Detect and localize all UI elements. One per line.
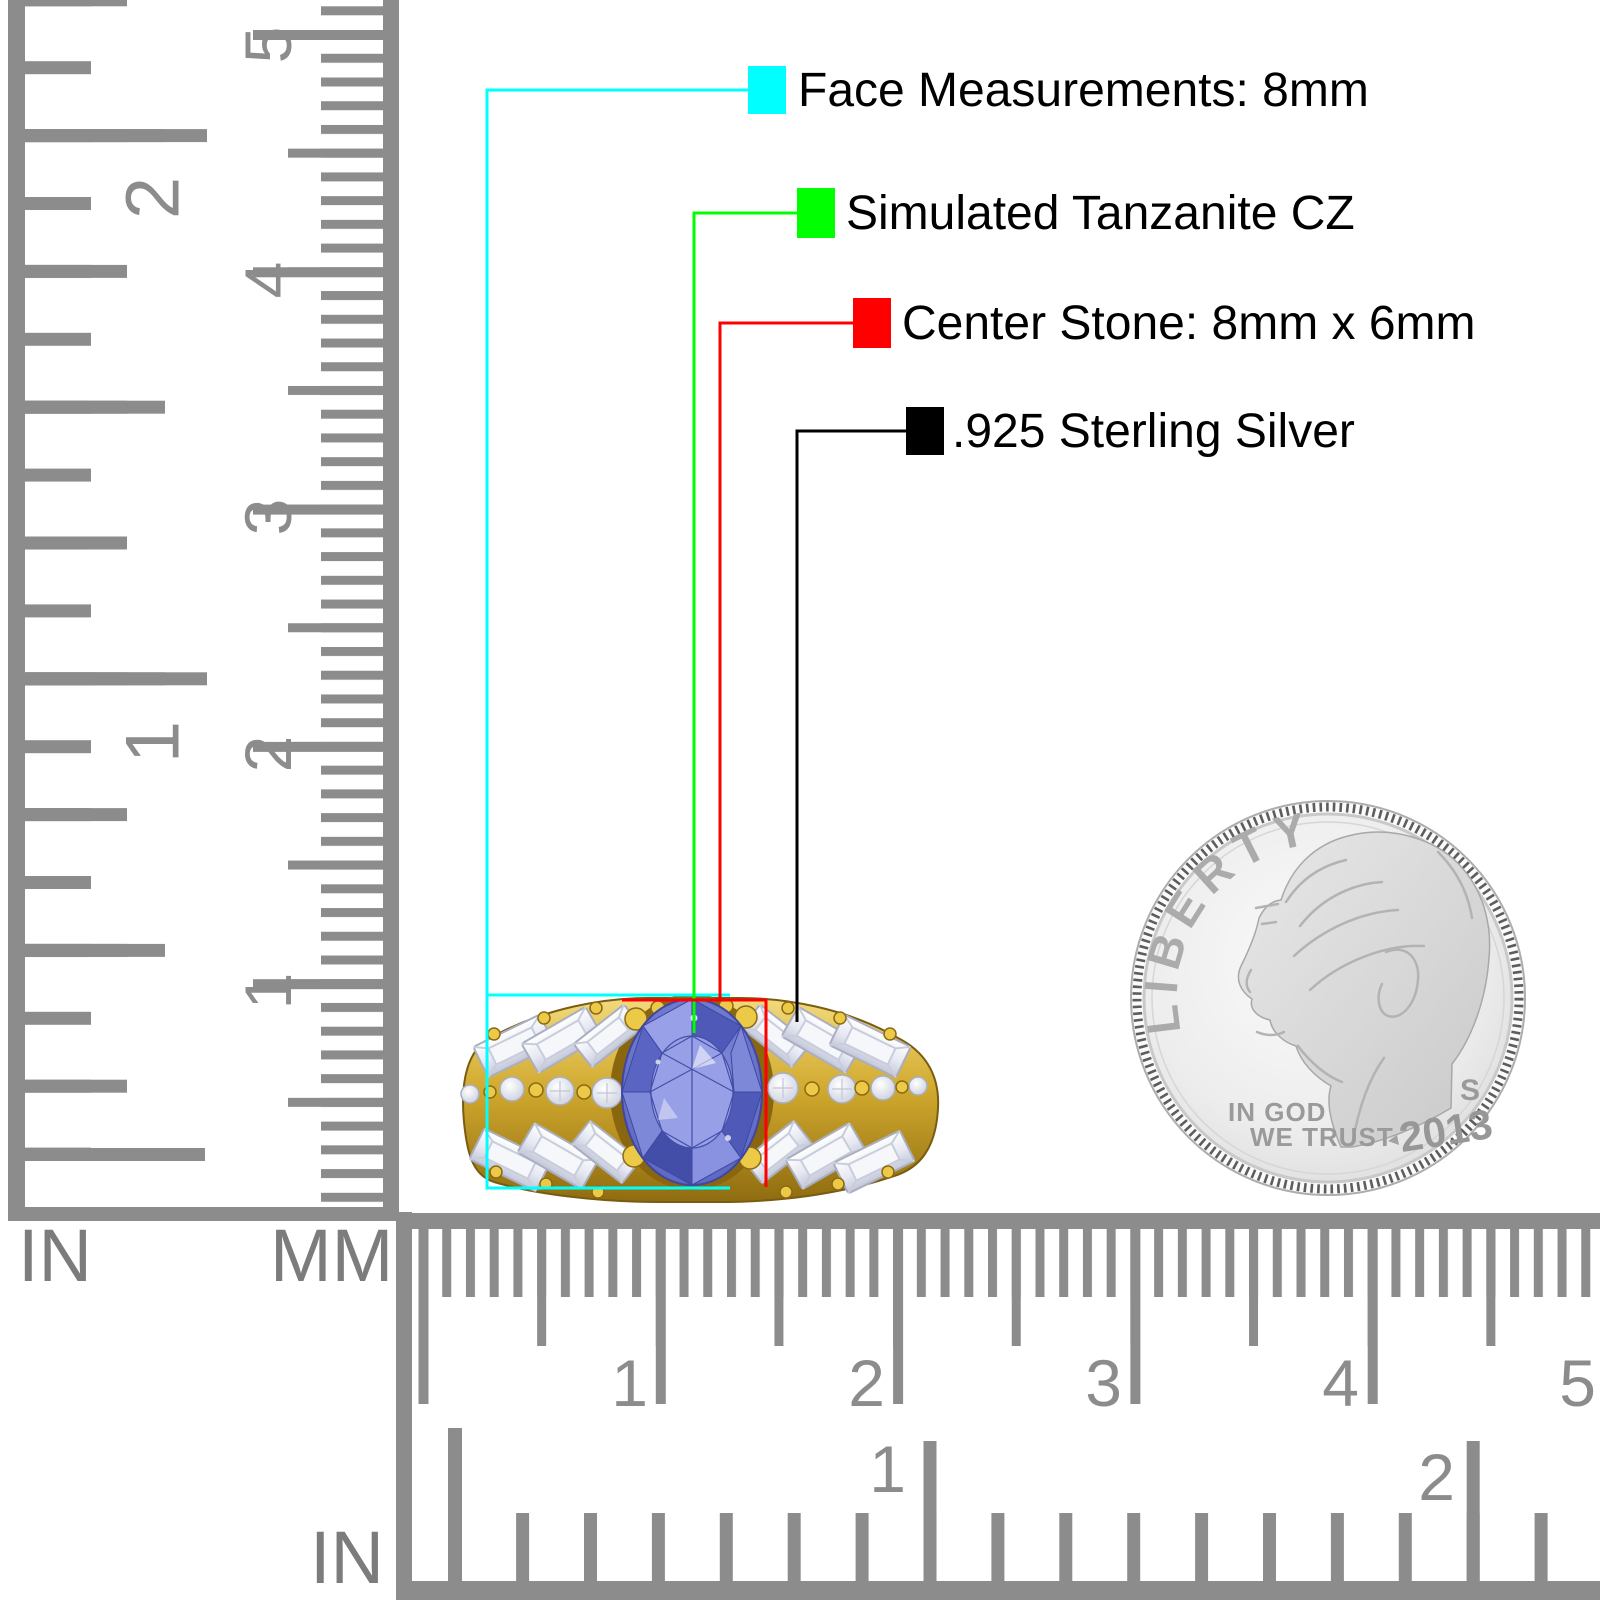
ruler-number: 5 [231, 27, 305, 64]
stone-swatch [797, 188, 835, 238]
ruler-number: 1 [869, 1432, 906, 1506]
bottom-inch-ruler-bar [396, 1581, 1600, 1600]
ruler-number: 2 [1418, 1440, 1455, 1514]
ruler-number: 2 [111, 177, 196, 219]
stone-callout-line [692, 211, 797, 1033]
left-rulers-end-cap [8, 1207, 399, 1221]
coin-motto-line1: IN GOD [1228, 1097, 1326, 1127]
center-tanzanite-stone [621, 998, 763, 1186]
prong-top-left [624, 1007, 648, 1031]
bottom-mm-ruler: 1 2 3 4 5 [396, 1212, 1600, 1600]
bottom-rulers-left-bar [396, 1212, 412, 1600]
center-label: Center Stone: 8mm x 6mm [902, 297, 1476, 350]
ruler-number: 3 [231, 499, 305, 536]
left-mm-cm-ticks [253, 0, 383, 1207]
baguette-stones-right [741, 1004, 915, 1195]
coin-reeding [1132, 802, 1524, 1194]
metal-swatch [906, 407, 944, 455]
ring [460, 994, 940, 1203]
stone-label: Simulated Tanzanite CZ [846, 187, 1355, 240]
prong-top-right [734, 1005, 758, 1029]
left-inch-ruler-bar [8, 0, 25, 1221]
ruler-number: 5 [1559, 1346, 1596, 1420]
left-mm-ruler: 1 2 3 4 5 [231, 0, 399, 1221]
metal-label: .925 Sterling Silver [952, 405, 1355, 458]
ruler-number: 4 [1322, 1346, 1359, 1420]
ruler-number: 2 [231, 736, 305, 773]
coin-motto-line2: WE TRUST [1250, 1122, 1394, 1152]
left-mm-ruler-bar [383, 0, 399, 1221]
round-accent-stones [460, 1072, 928, 1109]
bottom-mm-ruler-bar [396, 1213, 1600, 1229]
coin-inner-rim [1151, 821, 1505, 1175]
bottom-inch-unit-label: IN [310, 1516, 384, 1599]
ruler-number: 1 [611, 1346, 648, 1420]
coin-designer-mark [1388, 1135, 1399, 1145]
roosevelt-portrait [1237, 831, 1491, 1148]
left-inch-ruler: 1 2 [8, 0, 207, 1221]
bottom-inch-inch-ticks [420, 1441, 1600, 1581]
face-label: Face Measurements: 8mm [798, 64, 1369, 117]
center-callout-line [622, 321, 853, 1187]
callout-legend: Face Measurements: 8mm Simulated Tanzani… [748, 64, 1476, 458]
bottom-inch-start-tick [448, 1428, 462, 1581]
ruler-number: 1 [231, 973, 305, 1010]
face-swatch [748, 66, 786, 114]
ruler-number: 2 [848, 1346, 885, 1420]
ruler-number: 3 [1085, 1346, 1122, 1420]
center-swatch [853, 298, 891, 348]
metal-callout-line [795, 429, 906, 1022]
bottom-inch-ruler: 1 2 IN [310, 1428, 1600, 1600]
dime-coin: LIBERTY IN GOD WE TRUST S 2013 [1130, 800, 1526, 1196]
callout-lines [485, 88, 906, 1190]
ruler-number: 4 [231, 262, 305, 299]
bottom-mm-cm-ticks [411, 1229, 1600, 1404]
face-callout-line [485, 88, 748, 1190]
left-inch-inch-ticks [25, 0, 207, 1207]
left-inch-end-tick [25, 1148, 205, 1161]
left-inch-unit-label: IN [18, 1214, 92, 1297]
coin-mint-mark: S [1460, 1074, 1480, 1107]
baguette-stones-left [469, 1004, 643, 1193]
left-mm-unit-label: MM [270, 1214, 393, 1297]
ruler-number: 1 [111, 721, 196, 763]
